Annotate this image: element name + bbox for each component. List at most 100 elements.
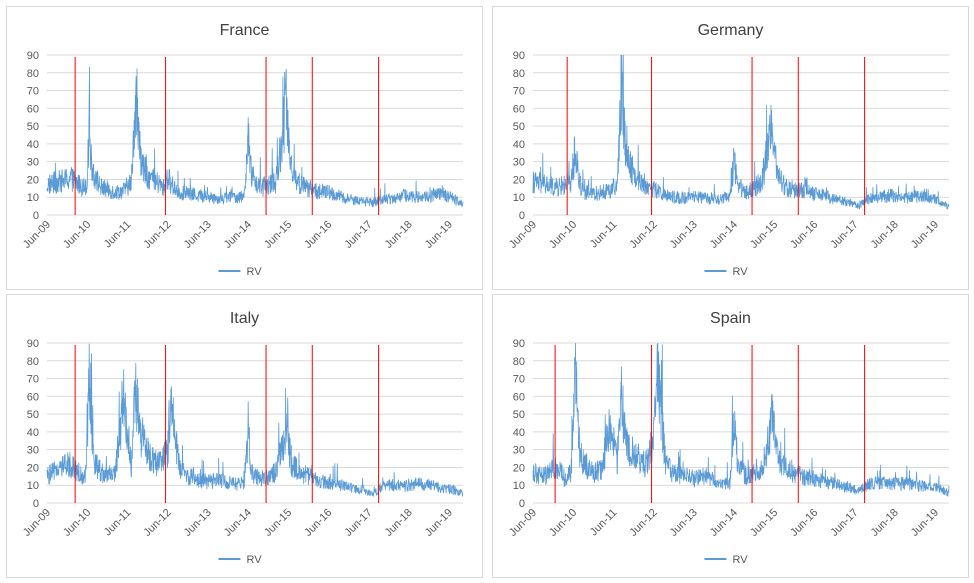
x-tick-label: Jun-13 — [182, 219, 214, 251]
y-tick-label: 40 — [27, 427, 39, 439]
y-tick-label: 60 — [513, 391, 525, 403]
series-line-rv — [532, 54, 950, 210]
chart-svg-france: France 0 10 20 30 40 50 60 70 80 90 Jun-09 Jun-10 Jun… — [21, 22, 464, 278]
x-tick-label: Jun-17 — [342, 219, 374, 251]
chart-svg-italy: Italy 0 10 20 30 40 50 60 70 80 90 Jun-09 Jun-10 Jun-… — [21, 310, 464, 566]
chart-title-italy: Italy — [230, 310, 259, 327]
x-tick-label: Jun-18 — [869, 507, 901, 539]
x-tick-label: Jun-19 — [909, 507, 941, 539]
y-tick-label: 70 — [27, 86, 39, 98]
x-tick-label: Jun-19 — [423, 507, 455, 539]
y-tick-label: 70 — [27, 374, 39, 386]
legend-label: RV — [247, 554, 263, 566]
x-tick-label: Jun-18 — [869, 219, 901, 251]
x-tick-label: Jun-16 — [302, 219, 334, 251]
series-line-rv — [46, 66, 464, 208]
x-tick-label: Jun-10 — [547, 507, 579, 539]
y-tick-label: 10 — [27, 480, 39, 492]
x-tick-label: Jun-16 — [302, 507, 334, 539]
x-tick-label: Jun-13 — [668, 219, 700, 251]
y-tick-label: 0 — [519, 210, 525, 222]
x-tick-label: Jun-14 — [222, 219, 254, 251]
x-tick-label: Jun-09 — [21, 219, 53, 251]
x-tick-label: Jun-13 — [182, 507, 214, 539]
legend-label: RV — [733, 554, 749, 566]
y-tick-label: 60 — [27, 391, 39, 403]
y-tick-label: 30 — [513, 157, 525, 169]
x-tick-label: Jun-18 — [383, 219, 415, 251]
y-tick-label: 30 — [27, 157, 39, 169]
y-tick-label: 0 — [33, 498, 39, 510]
y-tick-label: 20 — [513, 462, 525, 474]
y-tick-label: 30 — [27, 445, 39, 457]
y-tick-label: 50 — [513, 121, 525, 133]
chart-panel-france: France 0 10 20 30 40 50 60 70 80 90 Jun-09 Jun-10 Jun… — [6, 6, 483, 290]
x-tick-label: Jun-14 — [222, 507, 254, 539]
chart-title-france: France — [220, 22, 270, 39]
x-tick-label: Jun-11 — [588, 507, 620, 539]
y-tick-label: 60 — [513, 103, 525, 115]
y-tick-label: 90 — [513, 338, 525, 350]
y-tick-label: 30 — [513, 445, 525, 457]
chart-svg-germany: Germany 0 10 20 30 40 50 60 70 80 90 Jun-09 Jun-10 Ju… — [507, 22, 950, 278]
x-tick-label: Jun-14 — [708, 219, 740, 251]
x-tick-label: Jun-15 — [262, 219, 294, 251]
x-tick-label: Jun-16 — [788, 507, 820, 539]
x-tick-label: Jun-10 — [61, 507, 93, 539]
x-tick-label: Jun-17 — [828, 219, 860, 251]
y-tick-label: 80 — [513, 356, 525, 368]
x-tick-label: Jun-12 — [141, 219, 173, 251]
y-tick-label: 10 — [513, 192, 525, 204]
y-tick-label: 40 — [513, 427, 525, 439]
x-tick-label: Jun-14 — [708, 507, 740, 539]
y-tick-label: 80 — [27, 356, 39, 368]
y-tick-label: 70 — [513, 86, 525, 98]
y-tick-label: 60 — [27, 103, 39, 115]
chart-title-germany: Germany — [698, 22, 764, 39]
y-tick-label: 40 — [27, 139, 39, 151]
x-tick-label: Jun-15 — [748, 219, 780, 251]
x-tick-label: Jun-16 — [788, 219, 820, 251]
y-tick-label: 80 — [27, 68, 39, 80]
x-tick-label: Jun-15 — [748, 507, 780, 539]
x-tick-label: Jun-19 — [423, 219, 455, 251]
y-tick-label: 80 — [513, 68, 525, 80]
chart-panel-spain: Spain 0 10 20 30 40 50 60 70 80 90 Jun-09 Jun-10 Jun-… — [492, 294, 969, 578]
y-tick-label: 50 — [27, 121, 39, 133]
x-tick-label: Jun-10 — [61, 219, 93, 251]
y-tick-label: 50 — [513, 409, 525, 421]
y-tick-label: 40 — [513, 139, 525, 151]
x-tick-label: Jun-13 — [668, 507, 700, 539]
x-tick-label: Jun-12 — [627, 507, 659, 539]
x-tick-label: Jun-09 — [21, 507, 53, 539]
y-tick-label: 20 — [27, 462, 39, 474]
series-line-rv — [46, 343, 464, 497]
legend-label: RV — [247, 266, 263, 278]
x-tick-label: Jun-15 — [262, 507, 294, 539]
x-tick-label: Jun-12 — [141, 507, 173, 539]
x-tick-label: Jun-17 — [342, 507, 374, 539]
y-tick-label: 50 — [27, 409, 39, 421]
x-tick-label: Jun-12 — [627, 219, 659, 251]
y-tick-label: 10 — [513, 480, 525, 492]
y-tick-label: 90 — [27, 50, 39, 62]
chart-svg-spain: Spain 0 10 20 30 40 50 60 70 80 90 Jun-09 Jun-10 Jun-… — [507, 310, 950, 566]
y-tick-label: 90 — [27, 338, 39, 350]
x-tick-label: Jun-11 — [588, 219, 620, 251]
y-tick-label: 20 — [513, 174, 525, 186]
chart-panel-italy: Italy 0 10 20 30 40 50 60 70 80 90 Jun-09 Jun-10 Jun-… — [6, 294, 483, 578]
legend-label: RV — [733, 266, 749, 278]
chart-panel-germany: Germany 0 10 20 30 40 50 60 70 80 90 Jun-09 Jun-10 Ju… — [492, 6, 969, 290]
x-tick-label: Jun-09 — [507, 219, 539, 251]
y-tick-label: 10 — [27, 192, 39, 204]
y-tick-label: 0 — [519, 498, 525, 510]
series-line-rv — [532, 342, 950, 497]
x-tick-label: Jun-11 — [102, 507, 134, 539]
x-tick-label: Jun-17 — [828, 507, 860, 539]
chart-title-spain: Spain — [710, 310, 751, 327]
x-tick-label: Jun-18 — [383, 507, 415, 539]
y-tick-label: 90 — [513, 50, 525, 62]
x-tick-label: Jun-11 — [102, 219, 134, 251]
y-tick-label: 20 — [27, 174, 39, 186]
y-tick-label: 70 — [513, 374, 525, 386]
